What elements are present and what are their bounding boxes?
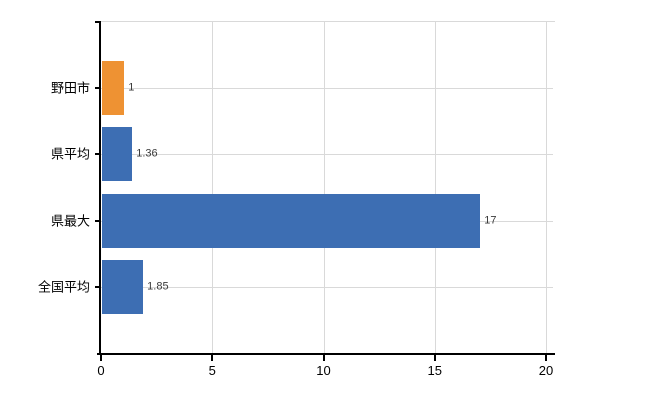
y-axis-tick: [95, 87, 101, 90]
x-axis-tick: [433, 355, 436, 361]
y-axis-tick: [95, 219, 101, 222]
bar: [102, 61, 125, 116]
value-label: 17: [484, 214, 497, 227]
x-axis-line: [97, 353, 555, 355]
category-label: 県最大: [50, 213, 90, 229]
gridline-vertical: [212, 22, 214, 353]
x-axis-tick: [322, 355, 325, 361]
x-axis-tick: [100, 355, 102, 361]
x-tick-label: 20: [538, 363, 554, 378]
gridline-horizontal-top: [101, 21, 555, 22]
y-axis-line: [99, 22, 101, 355]
category-label: 野田市: [50, 80, 90, 96]
bar: [102, 193, 481, 248]
gridline-vertical: [323, 22, 325, 353]
gridline-horizontal: [101, 88, 553, 89]
category-label: 県平均: [50, 146, 90, 162]
y-axis-tick: [95, 153, 101, 156]
value-label: 1: [128, 81, 135, 94]
x-tick-label: 15: [427, 363, 442, 378]
x-tick-label: 5: [208, 363, 216, 378]
y-axis-tick: [95, 285, 101, 288]
gridline-vertical: [434, 22, 436, 353]
gridline-horizontal: [101, 287, 553, 288]
category-label: 全国平均: [37, 279, 90, 295]
value-label: 1.85: [147, 280, 169, 293]
gridline-horizontal: [101, 154, 553, 155]
value-label: 1.36: [136, 147, 158, 160]
x-tick-label: 10: [316, 363, 331, 378]
bar: [102, 127, 133, 182]
gridline-vertical: [546, 22, 547, 353]
x-axis-tick: [211, 355, 214, 361]
y-axis-tick: [95, 21, 101, 23]
x-tick-label: 0: [97, 363, 105, 378]
x-axis-tick: [545, 355, 547, 361]
bar: [102, 259, 144, 314]
